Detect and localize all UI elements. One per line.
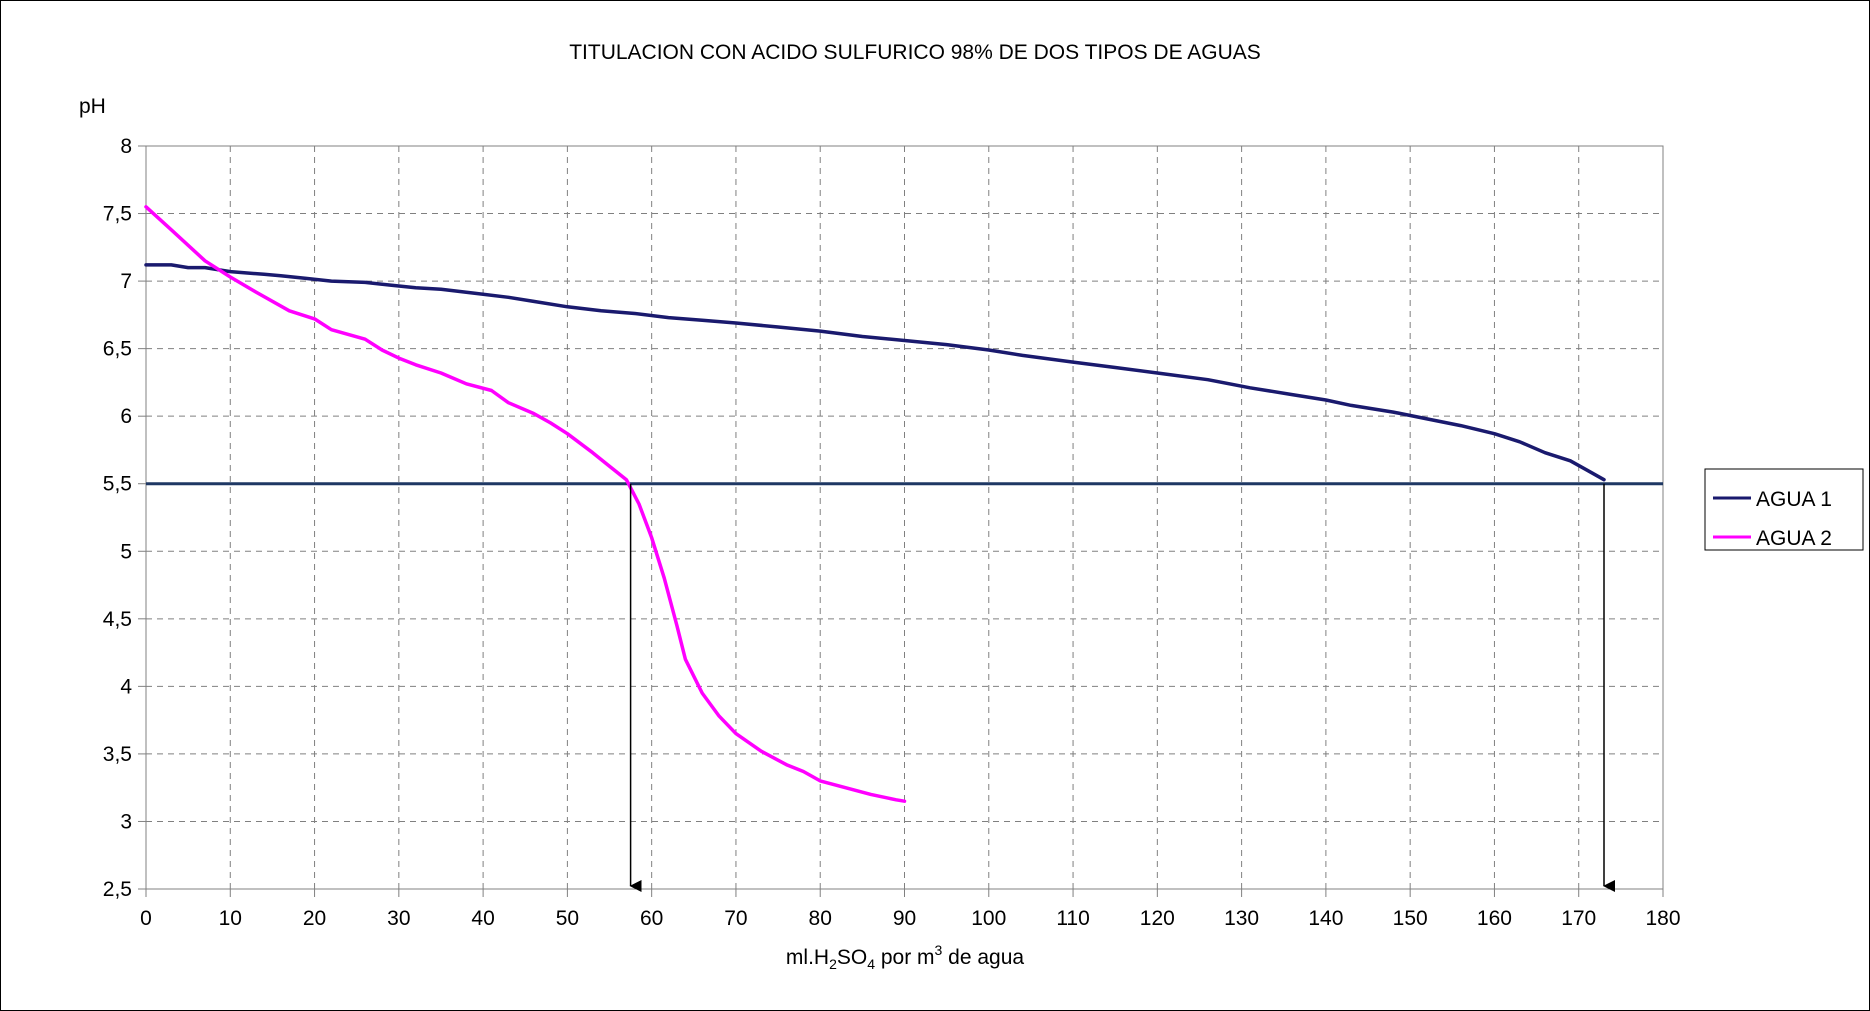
x-axis-label-part: de agua xyxy=(942,946,1024,969)
x-axis-label-part: ml.H xyxy=(786,946,829,969)
x-tick-label: 0 xyxy=(140,907,152,930)
y-tick-label: 7,5 xyxy=(103,203,132,226)
x-tick-label: 100 xyxy=(971,907,1006,930)
x-tick-label: 60 xyxy=(640,907,663,930)
x-tick-label: 180 xyxy=(1645,907,1680,930)
x-tick-label: 120 xyxy=(1140,907,1175,930)
y-tick-label: 5 xyxy=(120,540,132,563)
arrow-group xyxy=(629,483,1616,892)
series-line-agua-1 xyxy=(144,263,1606,482)
x-tick-label: 130 xyxy=(1224,907,1259,930)
legend: AGUA 1 AGUA 2 xyxy=(1704,468,1864,551)
legend-label-agua-1: AGUA 1 xyxy=(1756,488,1832,511)
series-group xyxy=(144,205,1606,803)
x-tick-label: 90 xyxy=(893,907,916,930)
grid-lines xyxy=(138,145,1664,897)
y-tick-label: 6,5 xyxy=(103,338,132,361)
x-axis-label-sup: 3 xyxy=(935,942,943,958)
x-axis-label: ml.H2SO4 por m3 de agua xyxy=(786,942,1024,972)
y-tick-label: 6 xyxy=(120,405,132,428)
y-tick-label: 2,5 xyxy=(103,878,132,901)
y-tick-labels: 2,5 3 3,5 4 4,5 5 5,5 6 6,5 7 7,5 8 xyxy=(103,135,133,901)
x-axis-label-sub: 2 xyxy=(829,956,837,972)
y-tick-label: 3,5 xyxy=(103,743,132,766)
x-tick-label: 40 xyxy=(471,907,494,930)
y-tick-label: 5,5 xyxy=(103,473,132,496)
y-axis-label: pH xyxy=(79,95,106,118)
chart-title: TITULACION CON ACIDO SULFURICO 98% DE DO… xyxy=(569,41,1261,64)
y-tick-label: 4 xyxy=(120,675,132,698)
legend-label-agua-2: AGUA 2 xyxy=(1756,527,1832,550)
x-tick-label: 110 xyxy=(1056,907,1089,930)
x-tick-label: 80 xyxy=(809,907,832,930)
series-line-agua-2 xyxy=(144,205,907,803)
x-tick-label: 70 xyxy=(724,907,747,930)
x-tick-label: 50 xyxy=(556,907,579,930)
x-tick-label: 30 xyxy=(387,907,410,930)
x-tick-label: 10 xyxy=(219,907,242,930)
y-tick-label: 4,5 xyxy=(103,608,132,631)
x-tick-label: 150 xyxy=(1393,907,1428,930)
x-tick-label: 170 xyxy=(1561,907,1596,930)
x-axis-label-part: SO xyxy=(837,946,867,969)
y-tick-label: 8 xyxy=(120,135,132,158)
x-tick-label: 140 xyxy=(1308,907,1343,930)
x-tick-label: 160 xyxy=(1477,907,1512,930)
y-tick-label: 3 xyxy=(120,810,132,833)
x-axis-label-part: por m xyxy=(875,946,935,969)
x-axis-label-sub: 4 xyxy=(867,956,875,972)
x-tick-labels: 0 10 20 30 40 50 60 70 80 90 100 110 120 130 140 150 160… xyxy=(140,907,1680,930)
x-tick-label: 20 xyxy=(303,907,326,930)
y-tick-label: 7 xyxy=(120,270,132,293)
